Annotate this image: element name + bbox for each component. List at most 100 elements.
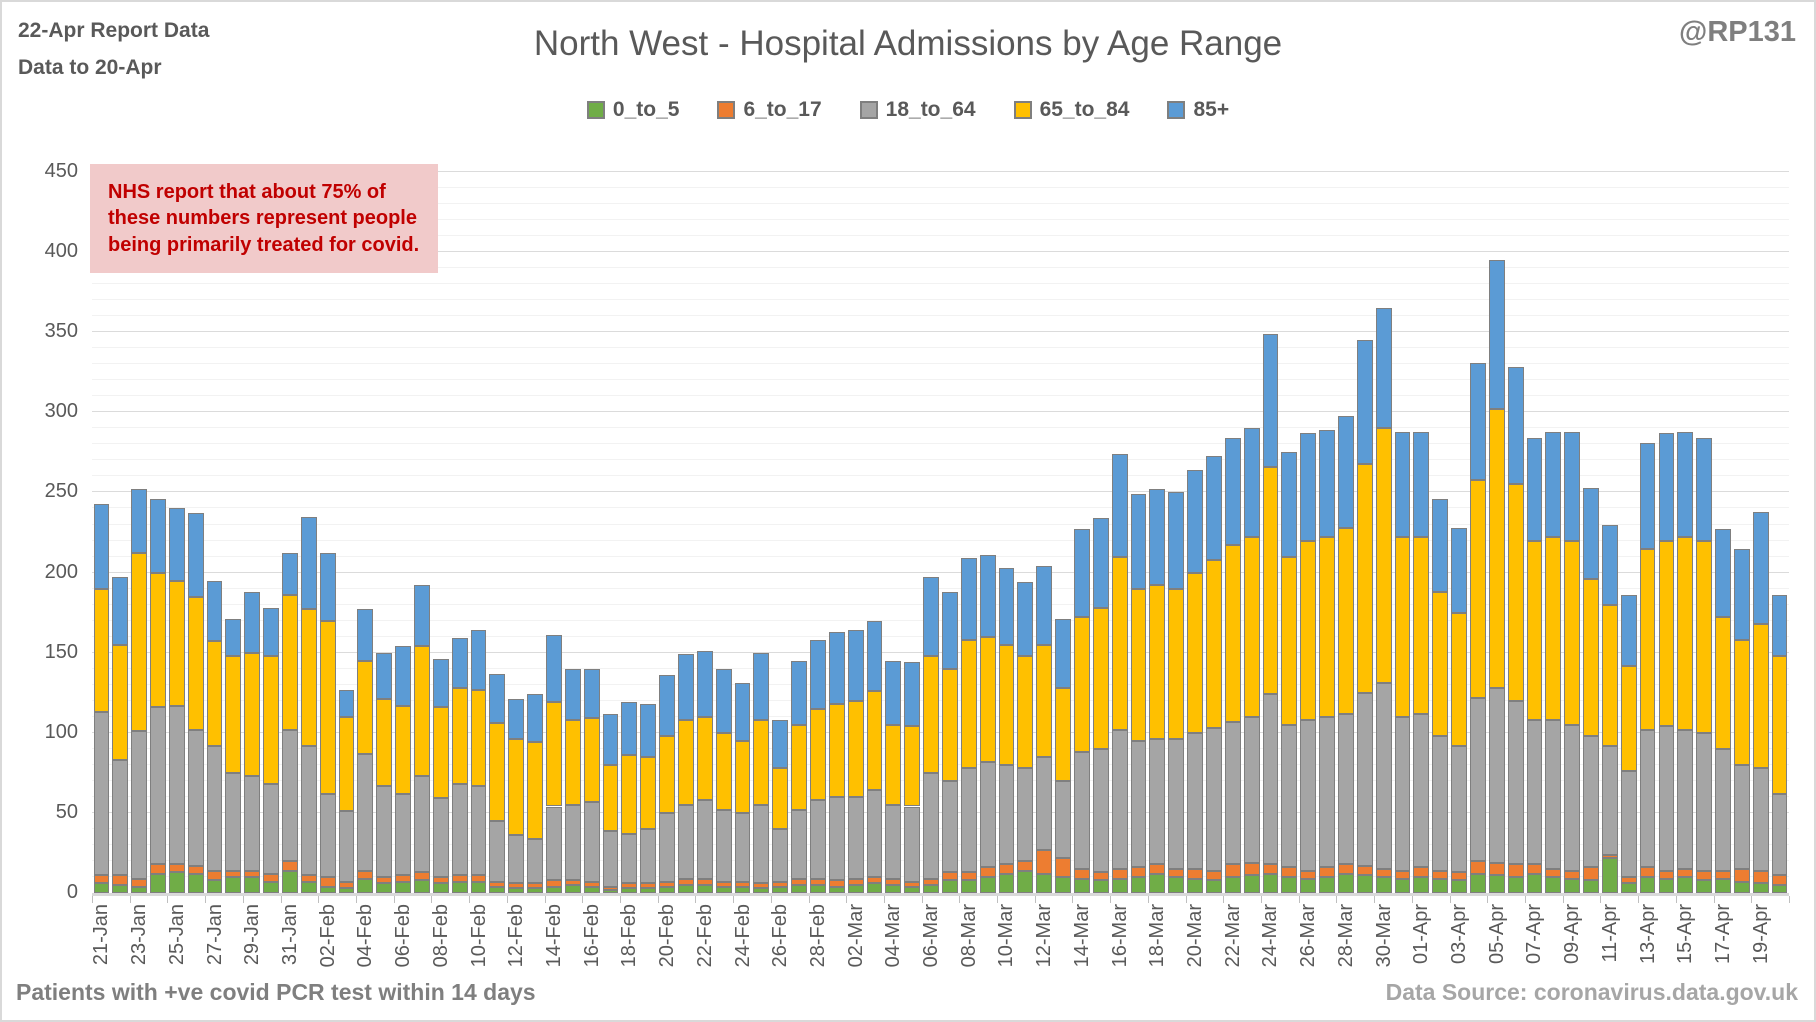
segment-6_to_17 xyxy=(979,867,996,877)
x-tick xyxy=(1034,896,1036,903)
bar-26-Mar xyxy=(1300,172,1317,893)
segment-18_to_64 xyxy=(112,760,129,876)
segment-18_to_64 xyxy=(432,798,449,877)
segment-0_to_5 xyxy=(1639,876,1656,893)
segment-18_to_64 xyxy=(1526,719,1543,865)
segment-18_to_64 xyxy=(1300,719,1317,871)
bar-26-Feb xyxy=(772,172,789,893)
segment-0_to_5 xyxy=(414,880,430,893)
bar-08-Feb xyxy=(432,172,449,893)
segment-6_to_17 xyxy=(244,870,261,877)
segment-85+ xyxy=(979,554,996,637)
bar-27-Jan xyxy=(206,172,223,893)
gridline xyxy=(92,571,1789,573)
segment-18_to_64 xyxy=(508,835,525,884)
segment-18_to_64 xyxy=(1149,739,1166,865)
legend-item-18_to_64: 18_to_64 xyxy=(859,98,976,122)
segment-65_to_84 xyxy=(432,707,449,799)
segment-6_to_17 xyxy=(527,883,543,889)
segment-65_to_84 xyxy=(734,740,751,813)
segment-65_to_84 xyxy=(979,636,996,762)
segment-85+ xyxy=(1639,442,1656,549)
x-tick-label-16-Mar: 16-Mar xyxy=(1108,904,1131,968)
segment-85+ xyxy=(1394,431,1411,538)
segment-18_to_64 xyxy=(715,809,732,882)
x-tick-label-10-Feb: 10-Feb xyxy=(467,904,490,968)
segment-0_to_5 xyxy=(1073,878,1090,893)
segment-18_to_64 xyxy=(1243,716,1260,863)
bar-15-Feb xyxy=(564,172,581,893)
x-tick-label-24-Mar: 24-Mar xyxy=(1259,904,1282,968)
bar-21-Jan xyxy=(93,172,110,893)
segment-0_to_5 xyxy=(866,883,883,893)
bar-23-Feb xyxy=(715,172,732,893)
gridline xyxy=(92,603,1789,605)
segment-85+ xyxy=(1526,437,1543,541)
x-tick-label-03-Apr: 03-Apr xyxy=(1448,904,1471,965)
x-tick-label-20-Feb: 20-Feb xyxy=(656,904,679,968)
segment-65_to_84 xyxy=(1281,556,1298,725)
segment-18_to_64 xyxy=(1319,716,1335,868)
segment-18_to_64 xyxy=(1111,729,1128,869)
segment-85+ xyxy=(489,673,506,724)
segment-65_to_84 xyxy=(1356,463,1373,693)
x-tick-label-26-Mar: 26-Mar xyxy=(1297,904,1320,968)
segment-18_to_64 xyxy=(1036,756,1053,850)
segment-18_to_64 xyxy=(1620,771,1637,877)
segment-65_to_84 xyxy=(1319,537,1335,717)
gridline xyxy=(92,795,1789,797)
bar-28-Feb xyxy=(810,172,826,893)
segment-85+ xyxy=(734,683,751,741)
segment-0_to_5 xyxy=(810,885,826,893)
segment-85+ xyxy=(300,516,317,610)
segment-85+ xyxy=(225,619,242,656)
segment-85+ xyxy=(1337,415,1354,528)
segment-6_to_17 xyxy=(470,875,487,882)
segment-6_to_17 xyxy=(1639,867,1656,877)
segment-85+ xyxy=(1752,511,1769,624)
gridline xyxy=(92,475,1789,477)
segment-85+ xyxy=(602,713,619,765)
segment-65_to_84 xyxy=(395,705,412,794)
legend-item-65_to_84: 65_to_84 xyxy=(1013,98,1129,122)
segment-0_to_5 xyxy=(470,881,487,893)
x-tick xyxy=(883,896,885,903)
x-tick xyxy=(808,896,810,903)
bar-02-Apr xyxy=(1432,172,1449,893)
bar-03-Mar xyxy=(866,172,883,893)
bar-17-Feb xyxy=(602,172,619,893)
x-tick-label-28-Feb: 28-Feb xyxy=(806,904,829,968)
segment-6_to_17 xyxy=(828,880,845,887)
segment-65_to_84 xyxy=(1092,607,1109,749)
segment-0_to_5 xyxy=(451,881,468,893)
bar-19-Apr xyxy=(1752,172,1769,893)
bar-08-Apr xyxy=(1545,172,1562,893)
segment-18_to_64 xyxy=(602,830,619,887)
segment-18_to_64 xyxy=(1224,721,1241,865)
bar-04-Mar xyxy=(885,172,902,893)
gridline xyxy=(92,347,1789,349)
x-tick xyxy=(1411,896,1413,903)
bar-25-Mar xyxy=(1281,172,1298,893)
segment-65_to_84 xyxy=(1055,687,1071,781)
gridline xyxy=(92,315,1789,317)
bar-28-Jan xyxy=(225,172,242,893)
x-tick xyxy=(393,896,395,903)
segment-65_to_84 xyxy=(1658,540,1675,727)
segment-18_to_64 xyxy=(1394,716,1411,871)
x-tick-label-18-Feb: 18-Feb xyxy=(618,904,641,968)
segment-6_to_17 xyxy=(998,864,1015,874)
x-tick xyxy=(846,896,848,903)
segment-18_to_64 xyxy=(1413,713,1430,868)
segment-0_to_5 xyxy=(904,886,921,893)
x-tick-label-07-Apr: 07-Apr xyxy=(1523,904,1546,965)
segment-0_to_5 xyxy=(93,883,110,893)
segment-0_to_5 xyxy=(678,885,694,893)
gridline xyxy=(92,299,1789,301)
segment-85+ xyxy=(1187,470,1203,573)
x-tick xyxy=(1751,896,1753,903)
legend-item-85+: 85+ xyxy=(1167,98,1229,122)
segment-65_to_84 xyxy=(1620,665,1637,772)
x-tick-label-21-Jan: 21-Jan xyxy=(90,904,113,966)
segment-85+ xyxy=(1262,333,1279,467)
